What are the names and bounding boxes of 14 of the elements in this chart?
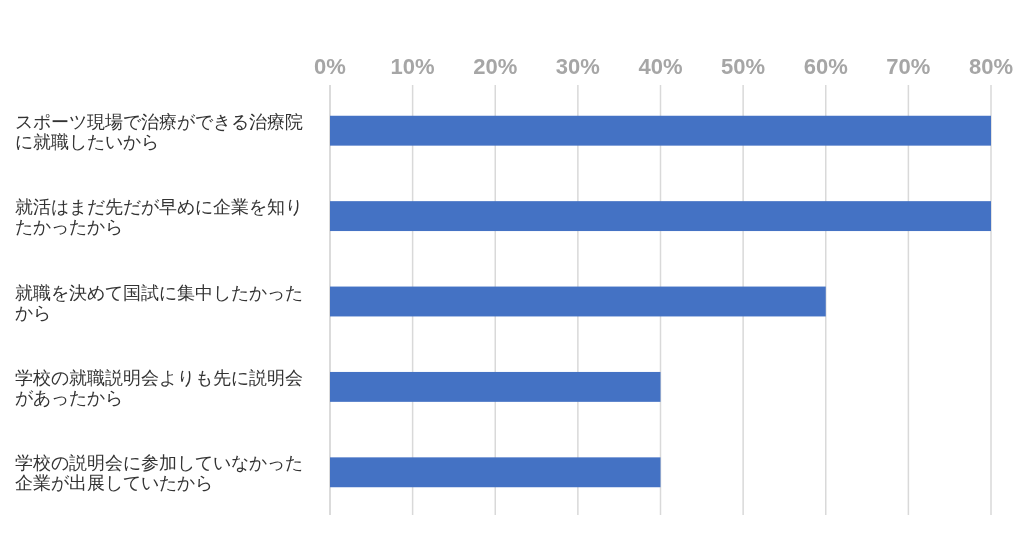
y-tick-label: 学校の説明会に参加していなかった企業が出展していたから [15, 453, 303, 494]
x-tick-label: 80% [968, 54, 1014, 79]
x-tick-label: 40% [638, 54, 683, 79]
x-tick-label: 10% [390, 54, 435, 79]
y-tick-label: スポーツ現場で治療ができる治療院に就職したいから [15, 111, 303, 152]
x-tick-label: 70% [886, 54, 931, 79]
x-tick-label: 20% [473, 54, 518, 79]
x-tick-label: 60% [803, 54, 848, 79]
y-tick-label: 就職を決めて国試に集中したかったから [15, 282, 303, 323]
x-tick-label: 0% [314, 54, 346, 79]
y-tick-label: 就活はまだ先だが早めに企業を知りたかったから [15, 197, 303, 238]
y-tick-label: 学校の就職説明会よりも先に説明会があったから [15, 367, 303, 408]
x-tick-label: 50% [721, 54, 766, 79]
x-tick-label: 30% [555, 54, 600, 79]
